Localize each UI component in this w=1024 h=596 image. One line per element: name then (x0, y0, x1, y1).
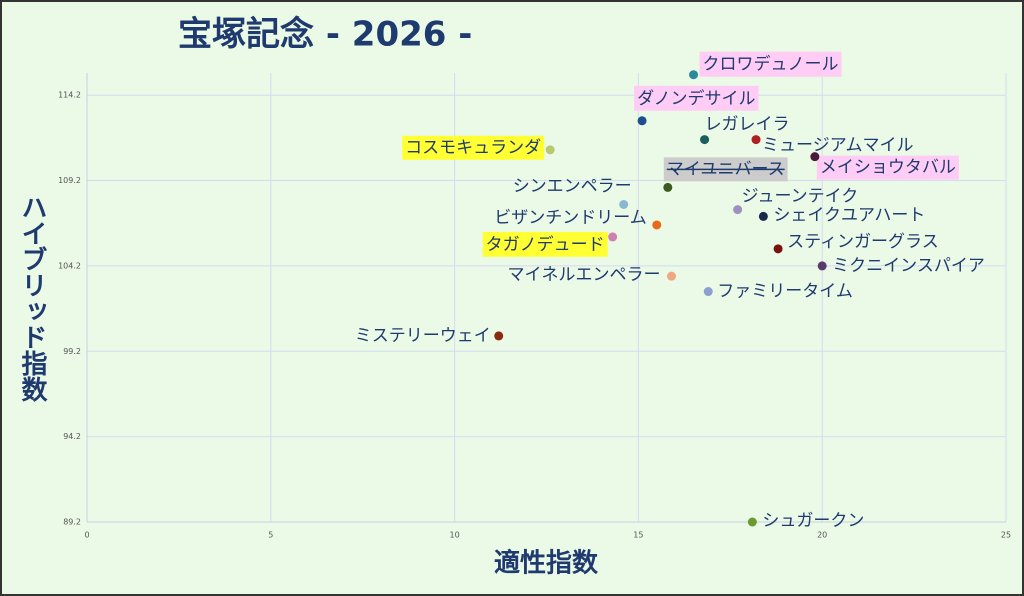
point (733, 205, 743, 215)
point-label: スティンガーグラス (787, 232, 939, 252)
y-axis-label: ハイブリッド指数 (17, 194, 47, 403)
point-label: ダノンデサイル (637, 88, 756, 109)
point-label: ミュージアムマイル (762, 136, 913, 156)
point (652, 220, 662, 230)
point (758, 211, 768, 221)
point (619, 199, 629, 209)
point (810, 152, 820, 162)
x-tick-label: 15 (633, 531, 643, 540)
point (663, 182, 673, 192)
point-label: ビザンチンドリーム (494, 208, 647, 228)
y-tick-label: 109.2 (58, 176, 81, 185)
point (637, 116, 647, 126)
label-highlight (634, 85, 759, 111)
point-label: ミステリーウェイ (355, 326, 491, 346)
x-tick-label: 0 (84, 531, 89, 540)
point (700, 135, 710, 145)
label-highlight (402, 135, 545, 160)
point (703, 287, 713, 297)
label-highlight (816, 155, 959, 180)
point-label: シュガークン (762, 511, 864, 531)
y-tick-label: 94.2 (63, 432, 81, 441)
x-tick-label: 20 (817, 531, 827, 540)
x-tick-label: 25 (1001, 531, 1011, 540)
chart-title: 宝塚記念 - 2026 - (178, 15, 472, 55)
label-highlight (699, 51, 842, 77)
x-tick-label: 5 (268, 531, 273, 540)
point-label: ファミリータイム (717, 282, 853, 302)
point (545, 145, 555, 155)
point (747, 517, 757, 527)
point-label: マイネルエンペラー (507, 265, 660, 285)
y-tick-label: 89.2 (63, 518, 81, 527)
point-label: ミクニインスパイア (832, 256, 985, 276)
point-label: メイショウタバル (820, 158, 956, 178)
point (608, 232, 618, 242)
point-label: シンエンペラー (513, 176, 632, 196)
point-label: タガノデュード (486, 234, 605, 255)
y-tick-label: 99.2 (63, 347, 81, 356)
point (773, 244, 783, 254)
point (494, 331, 504, 341)
x-tick-label: 10 (450, 531, 460, 540)
point-label: コスモキュランダ (405, 138, 541, 158)
x-axis-label: 適性指数 (494, 548, 599, 579)
point (689, 70, 699, 80)
point-label: クロワデュノール (703, 54, 839, 75)
y-tick-label: 104.2 (58, 261, 81, 270)
point-label: レガレイラ (705, 115, 790, 135)
point-label: シェイクユアハート (773, 205, 925, 225)
point (751, 135, 761, 145)
y-tick-label: 114.2 (58, 91, 81, 100)
label-highlight (482, 231, 608, 257)
point (666, 271, 676, 281)
point (817, 261, 827, 271)
point-label: ジューンテイク (742, 187, 859, 207)
